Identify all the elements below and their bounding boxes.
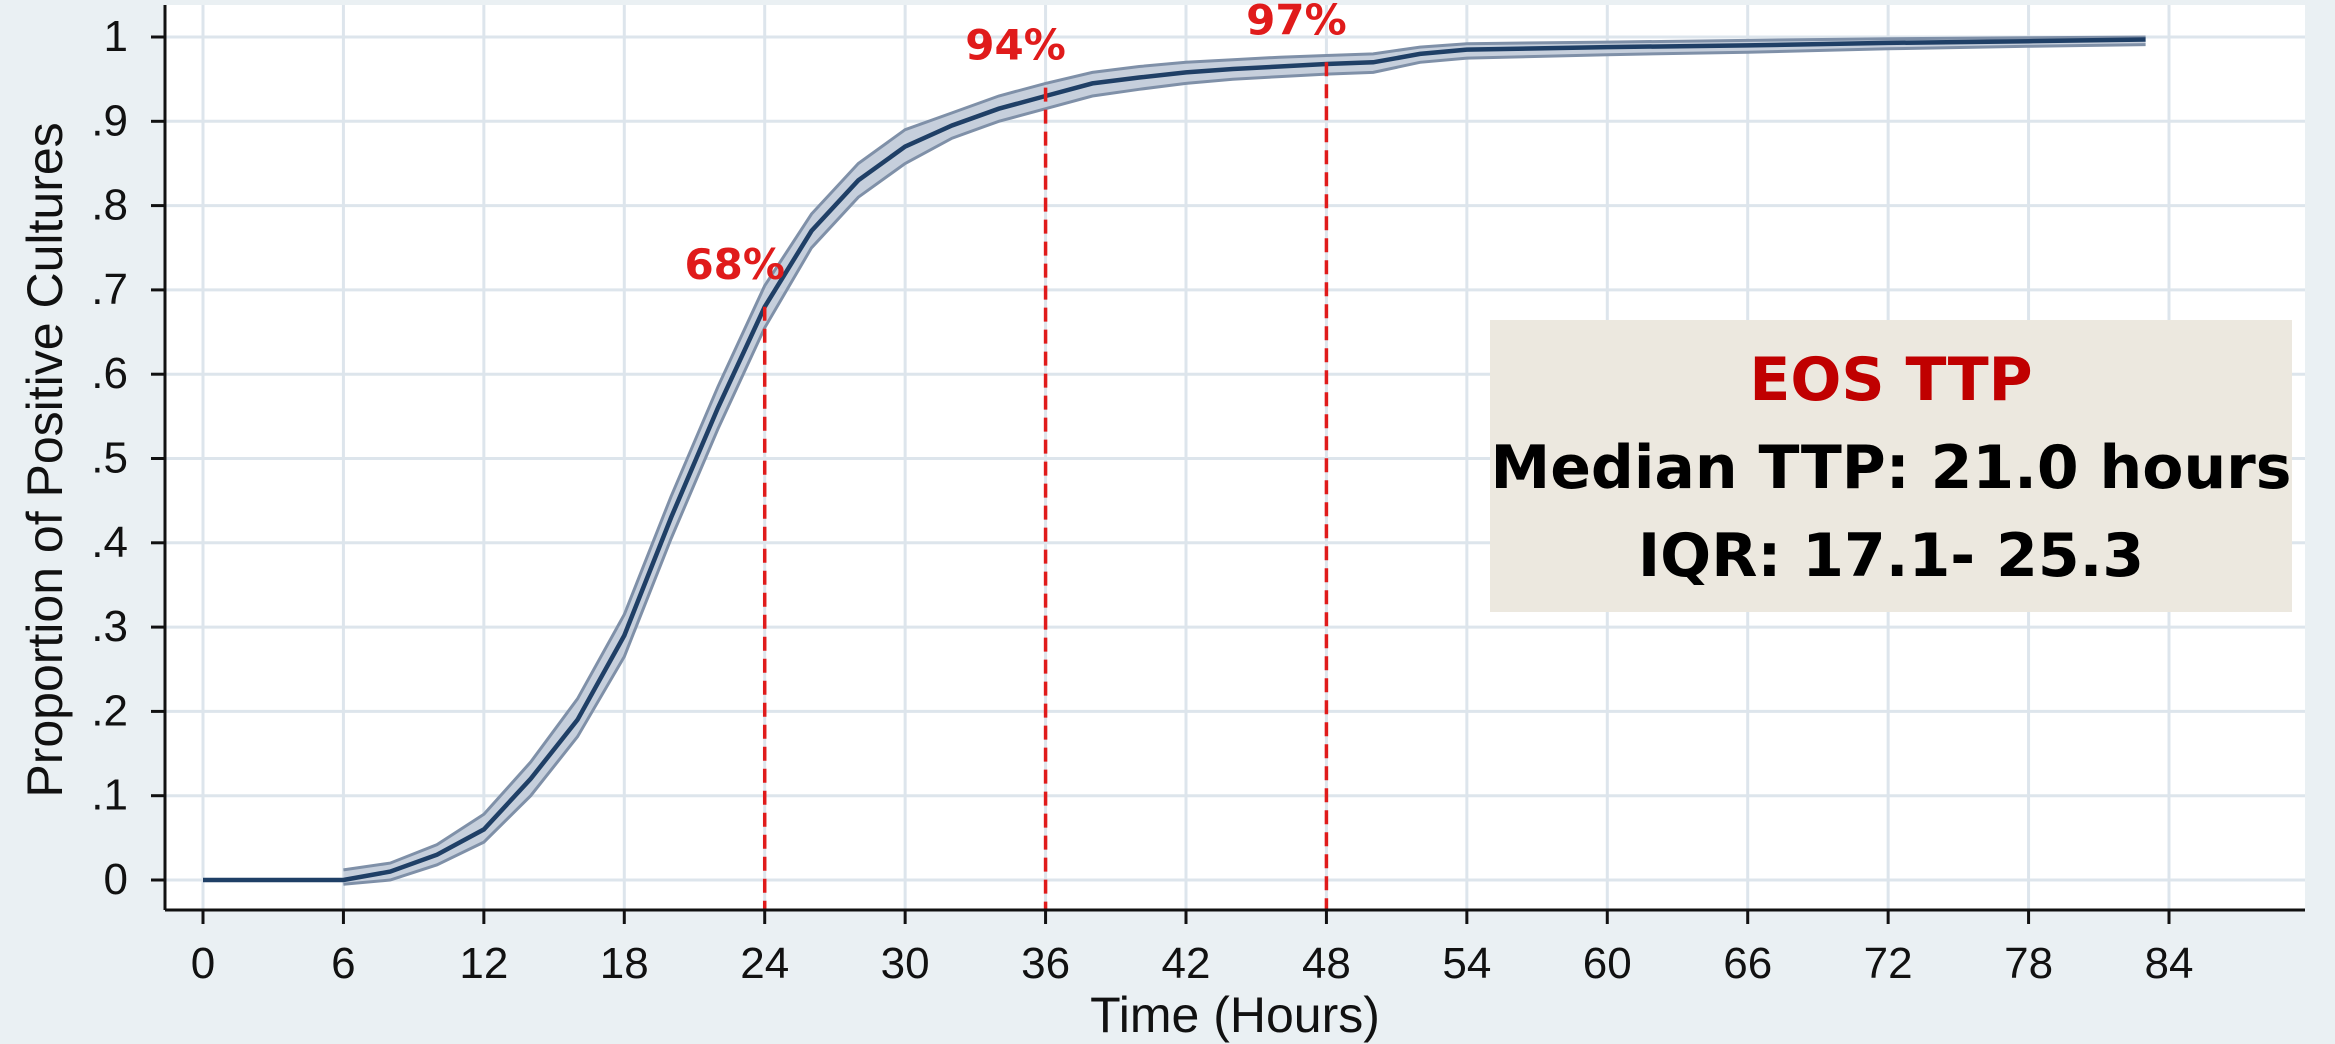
x-tick-label: 24 [740,939,789,988]
ci-upper-line [343,35,2146,872]
x-tick-label: 72 [1864,939,1913,988]
y-tick-label: .4 [91,518,128,567]
reference-percent-label: 68% [684,240,785,289]
y-tick-label: .5 [91,434,128,483]
x-tick-label: 42 [1162,939,1211,988]
x-tick-label: 48 [1302,939,1351,988]
info-box: EOS TTP Median TTP: 21.0 hours IQR: 17.1… [1490,320,2292,612]
y-tick-label: 0 [104,855,128,904]
x-tick-label: 66 [1723,939,1772,988]
reference-percent-label: 97% [1246,0,1347,44]
x-tick-label: 6 [331,939,355,988]
reference-percent-label: 94% [965,21,1066,70]
info-box-title: EOS TTP [1749,345,2032,415]
y-tick-label: .7 [91,265,128,314]
info-box-iqr: IQR: 17.1- 25.3 [1638,521,2144,591]
y-tick-label: 1 [104,12,128,61]
x-tick-label: 60 [1583,939,1632,988]
ci-lower-line [343,43,2146,886]
x-tick-label: 78 [2004,939,2053,988]
info-box-background [1490,320,2292,612]
y-tick-label: .2 [91,686,128,735]
x-tick-label: 12 [459,939,508,988]
y-tick-label: .9 [91,96,128,145]
ci-band-fill [343,37,2146,885]
x-axis-title: Time (Hours) [1090,987,1380,1043]
x-tick-label: 30 [881,939,930,988]
x-tick-label: 36 [1021,939,1070,988]
series-lines [203,35,2146,886]
x-tick-label: 18 [600,939,649,988]
x-tick-label: 54 [1442,939,1491,988]
y-axis-title: Proportion of Positive Cultures [17,122,73,797]
tick-labels: 0 6 12 18 24 30 36 42 48 54 60 66 72 78 84 0 .1 .2 .3 .4 .5.… [91,12,2193,988]
axes [151,5,2305,924]
y-tick-label: .8 [91,181,128,230]
y-tick-label: .3 [91,602,128,651]
confidence-band [343,37,2146,885]
reference-lines [762,62,1329,910]
y-tick-label: .1 [91,771,128,820]
cumulative-curve [203,37,2146,883]
info-box-median: Median TTP: 21.0 hours [1491,433,2292,503]
x-tick-label: 0 [191,939,215,988]
x-tick-label: 84 [2145,939,2194,988]
y-tick-label: .6 [91,349,128,398]
annotations: 68% 94% 97% [684,0,1346,289]
